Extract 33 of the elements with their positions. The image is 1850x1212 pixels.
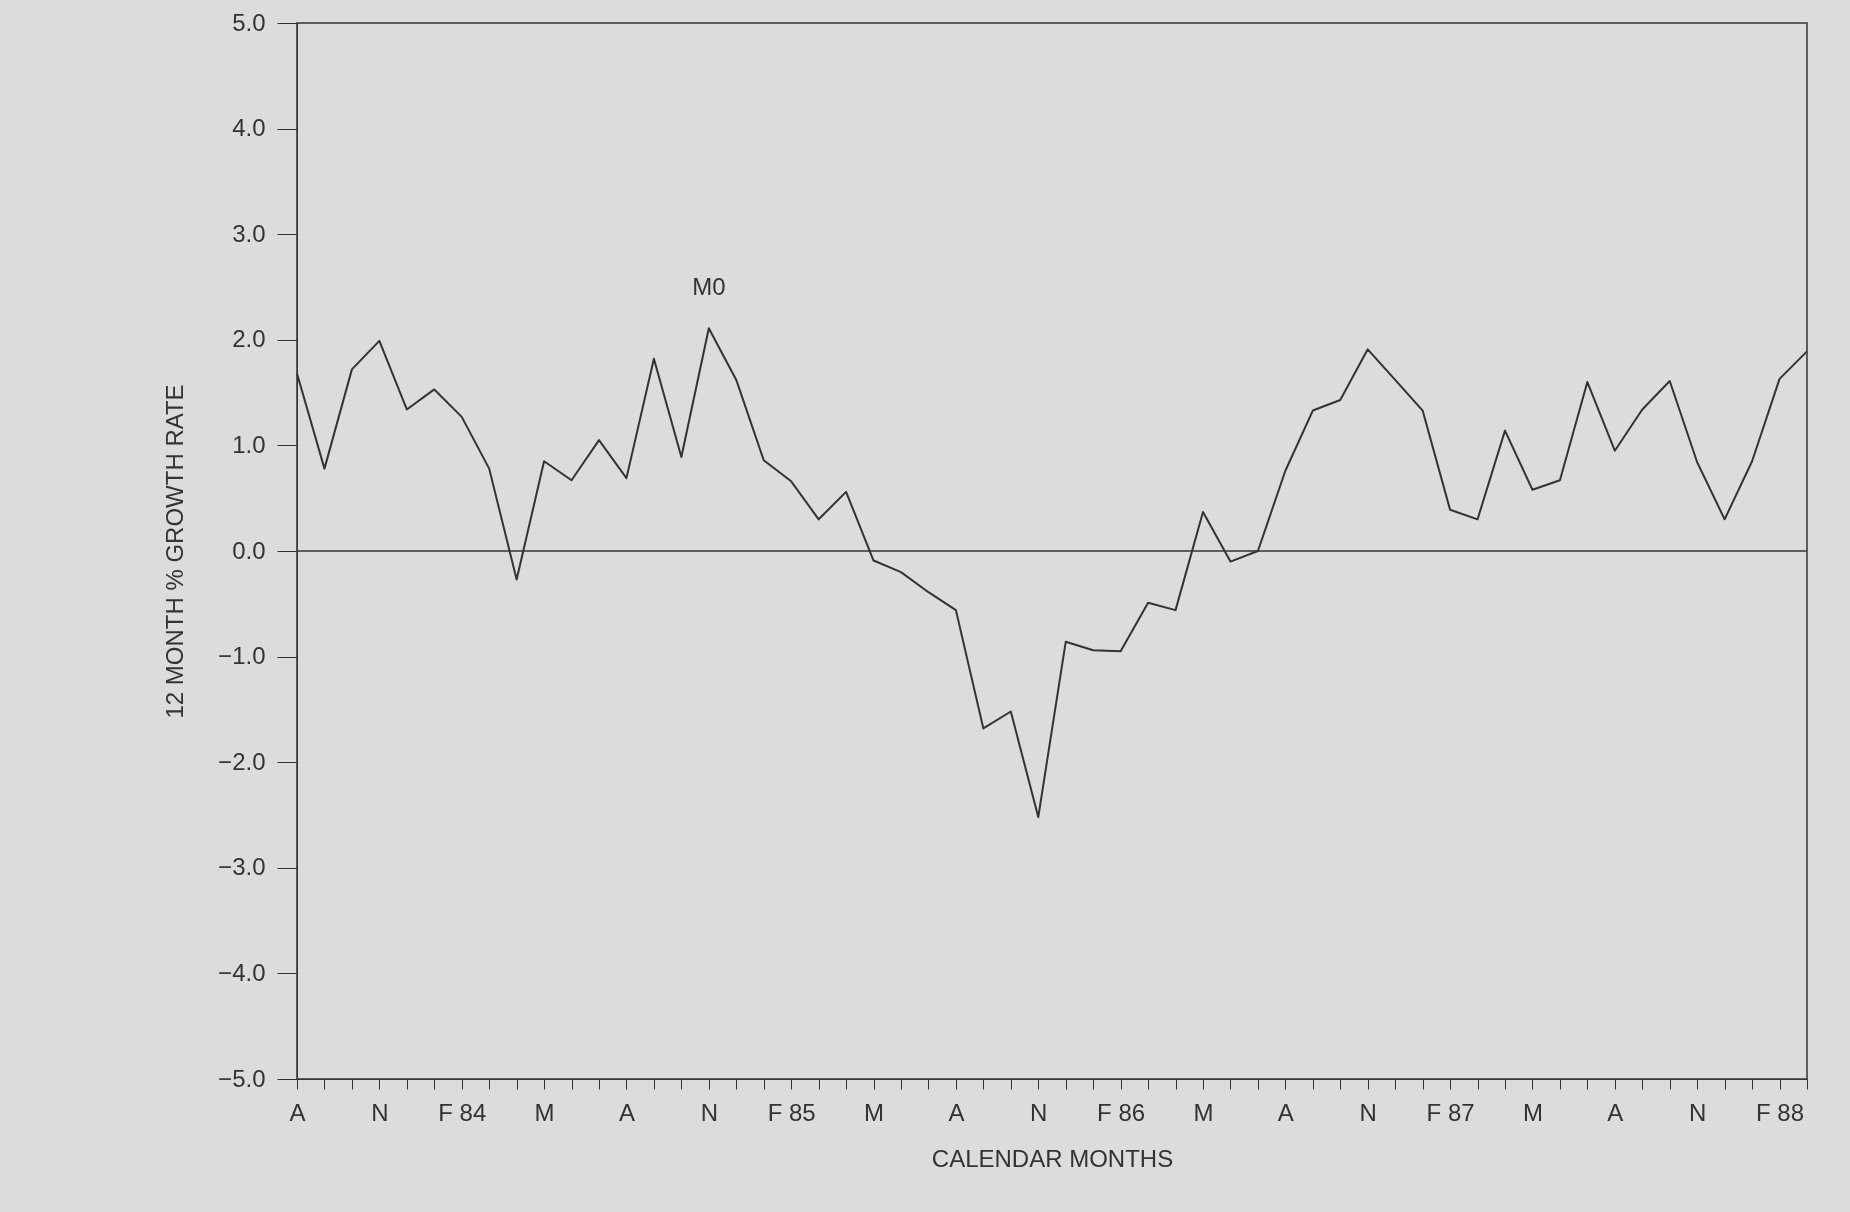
x-tick-label: A — [948, 1098, 965, 1126]
x-tick-label: F 86 — [1097, 1098, 1146, 1126]
x-tick-label: N — [1030, 1098, 1048, 1126]
y-tick-label: 2.0 — [232, 325, 266, 353]
y-tick-label: 5.0 — [232, 8, 266, 36]
x-tick-label: F 85 — [767, 1098, 816, 1126]
x-tick-label: M — [534, 1098, 555, 1126]
x-tick-label: F 87 — [1426, 1098, 1475, 1126]
y-tick-label: −4.0 — [218, 958, 266, 986]
x-tick-label: A — [1277, 1098, 1294, 1126]
x-tick-label: N — [1359, 1098, 1377, 1126]
y-tick-label: 4.0 — [232, 114, 266, 142]
x-tick-label: N — [1689, 1098, 1707, 1126]
x-tick-label: M — [1522, 1098, 1543, 1126]
x-tick-label: N — [371, 1098, 389, 1126]
x-tick-label: F 88 — [1756, 1098, 1805, 1126]
series-label: M0 — [692, 273, 726, 301]
x-tick-label: M — [864, 1098, 885, 1126]
y-tick-label: −1.0 — [218, 642, 266, 670]
x-axis-title: CALENDAR MONTHS — [931, 1144, 1174, 1172]
y-axis-title: 12 MONTH % GROWTH RATE — [161, 384, 189, 719]
x-tick-label: F 84 — [438, 1098, 487, 1126]
x-tick-label: A — [1607, 1098, 1624, 1126]
x-tick-label: N — [700, 1098, 718, 1126]
y-tick-label: 1.0 — [232, 430, 266, 458]
y-tick-label: −5.0 — [218, 1064, 266, 1092]
y-tick-label: 0.0 — [232, 536, 266, 564]
y-tick-label: 3.0 — [232, 219, 266, 247]
y-tick-label: −3.0 — [218, 853, 266, 881]
x-tick-label: M — [1193, 1098, 1214, 1126]
x-tick-label: A — [289, 1098, 306, 1126]
y-tick-label: −2.0 — [218, 747, 266, 775]
x-tick-label: A — [618, 1098, 635, 1126]
